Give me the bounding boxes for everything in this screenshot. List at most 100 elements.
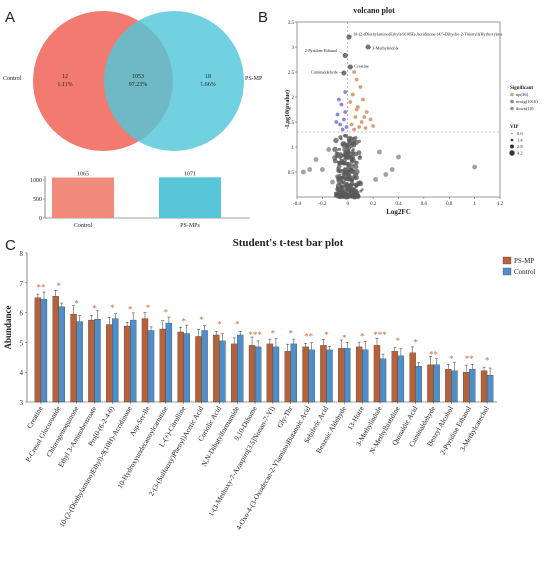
volcano-point-nosig [332, 146, 338, 153]
ttest-significance: * [396, 336, 401, 346]
ttest-bar-psmp [338, 348, 345, 403]
venn-set-control-label: Control [3, 76, 22, 82]
volcano-point-down [343, 90, 348, 94]
ttest-bar-psmp [463, 372, 470, 403]
volcano-y-tick-label: 2 [292, 96, 295, 101]
volcano-point-nosig [341, 158, 347, 164]
ttest-significance: * [110, 303, 115, 313]
ttest-bar-control [201, 330, 208, 403]
volcano-x-tick-label: 1 [473, 202, 476, 207]
volcano-point-nosig [389, 167, 395, 172]
volcano-label-leader [368, 46, 372, 48]
ttest-bar-psmp [302, 346, 309, 403]
ttest-bar-control [344, 348, 351, 403]
ttest-bar-psmp [320, 345, 327, 403]
volcano-point-nosig [347, 167, 353, 173]
volcano-point-up [357, 125, 362, 129]
volcano-point-down [344, 125, 349, 129]
ttest-bar-psmp [427, 364, 434, 403]
ttest-bar-psmp [284, 351, 291, 403]
volcano-y-axis-label: -Log10(pvalue) [284, 90, 291, 129]
ttest-bar-control [362, 349, 369, 403]
ttest-bar-control [40, 299, 48, 403]
ttest-bar-psmp [409, 352, 416, 403]
ttest-bar-control [237, 334, 244, 403]
volcano-x-tick-label: 0.4 [395, 202, 402, 207]
ttest-significance: * [271, 328, 276, 338]
volcano-point-nosig [353, 139, 359, 146]
ttest-bar-psmp [34, 297, 42, 403]
volcano-label-leader [338, 51, 346, 56]
ttest-bar-control [94, 319, 101, 403]
volcano-point-nosig [354, 136, 358, 140]
ttest-bar-psmp [195, 336, 202, 403]
volcano-point-up [368, 117, 373, 122]
volcano-point-up [359, 120, 364, 124]
ttest-bar-control [112, 318, 119, 403]
volcano-point-nosig [326, 147, 332, 152]
ttest-bar-psmp [355, 346, 363, 403]
volcano-y-tick-label: 1 [292, 146, 295, 151]
ttest-bar-psmp [445, 369, 452, 403]
ttest-significance: ** [304, 331, 314, 341]
ttest-bar-psmp [266, 343, 274, 403]
volcano-point-nosig [336, 160, 340, 164]
ttest-bar-control [147, 330, 155, 403]
volcano-point-nosig [361, 188, 364, 191]
volcano-point-nosig [354, 168, 360, 175]
volcano-point-down [342, 117, 346, 122]
volcano-point-nosig [346, 142, 350, 146]
venn-region-center-percent: 97.23% [129, 82, 148, 88]
volcano-point-nosig [346, 138, 352, 144]
ttest-bar-psmp [141, 318, 149, 403]
volcano-point-up [352, 70, 356, 74]
ttest-significance: ** [429, 349, 439, 359]
volcano-point-nosig [354, 175, 360, 181]
volcano-legend-label: nosig(1016) [516, 99, 538, 104]
volcano-legend-swatch [510, 92, 514, 97]
ttest-title: Student's t-test bar plot [233, 237, 344, 249]
volcano-point-nosig [351, 187, 356, 193]
volcano-point-nosig [339, 176, 344, 181]
ttest-bar-control [379, 358, 387, 403]
ttest-legend-swatch [502, 256, 512, 265]
ttest-bar-control [183, 333, 190, 403]
volcano-point-nosig [334, 151, 340, 157]
ttest-legend-label: PS-MP [514, 257, 534, 265]
volcano-point-up [354, 107, 359, 112]
countbar-bar [52, 177, 114, 218]
volcano-legend-label: down(10) [516, 106, 534, 111]
volcano-point-nosig [346, 172, 351, 177]
volcano-point-nosig [383, 172, 389, 177]
volcano-vip-swatch [510, 138, 514, 142]
volcano-point-nosig [351, 194, 358, 200]
volcano-point-nosig [340, 143, 344, 147]
ttest-y-tick-label: 3 [20, 399, 24, 407]
ttest-significance: * [128, 305, 133, 315]
volcano-point-down [334, 120, 339, 124]
volcano-legend-label: up(36) [516, 92, 528, 97]
volcano-point-nosig [377, 149, 382, 155]
ttest-y-tick-label: 5 [20, 339, 24, 347]
volcano-point-nosig [350, 149, 355, 154]
venn-region-left-percent: 1.11% [57, 82, 72, 88]
volcano-point-up [363, 126, 368, 130]
volcano-point-nosig [344, 181, 350, 187]
ttest-bar-psmp [231, 343, 238, 403]
ttest-significance: * [235, 320, 240, 330]
volcano-point-labeled [342, 53, 348, 58]
volcano-vip-label: 2.8 [517, 144, 523, 149]
volcano-x-tick-label: 0 [347, 202, 350, 207]
ttest-y-axis-label: Abundance [3, 305, 13, 349]
ttest-significance: * [360, 331, 365, 341]
volcano-point-nosig [349, 156, 353, 160]
ttest-significance: * [92, 304, 97, 314]
venn-set-psmp-label: PS-MP [245, 76, 263, 82]
ttest-bar-control [76, 321, 83, 403]
ttest-y-tick-label: 8 [20, 250, 24, 258]
volcano-x-tick-label: -0.4 [293, 202, 301, 207]
volcano-y-tick-label: 3.5 [288, 21, 295, 26]
volcano-point-nosig [341, 171, 346, 176]
ttest-significance: *** [373, 330, 387, 340]
